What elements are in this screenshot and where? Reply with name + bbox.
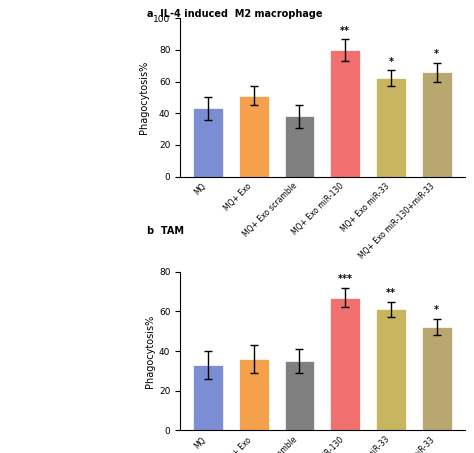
Text: ***: *** — [337, 274, 353, 284]
Bar — [284, 361, 314, 430]
Bar — [422, 72, 452, 177]
Text: **: ** — [340, 25, 350, 36]
Text: *: * — [389, 57, 393, 67]
Text: **: ** — [386, 288, 396, 298]
Bar — [376, 78, 406, 177]
Bar — [193, 365, 223, 430]
Bar — [330, 298, 360, 430]
Y-axis label: Phagocytosis%: Phagocytosis% — [145, 314, 155, 388]
Bar — [239, 359, 269, 430]
Bar — [330, 50, 360, 177]
Text: b  TAM: b TAM — [147, 226, 184, 236]
Text: a  IL-4 induced  M2 macrophage: a IL-4 induced M2 macrophage — [147, 9, 322, 19]
Bar — [284, 116, 314, 177]
Text: *: * — [434, 305, 439, 315]
Y-axis label: Phagocytosis%: Phagocytosis% — [139, 61, 149, 134]
Text: *: * — [434, 49, 439, 59]
Bar — [239, 96, 269, 177]
Bar — [193, 109, 223, 177]
Bar — [422, 327, 452, 430]
Bar — [376, 309, 406, 430]
